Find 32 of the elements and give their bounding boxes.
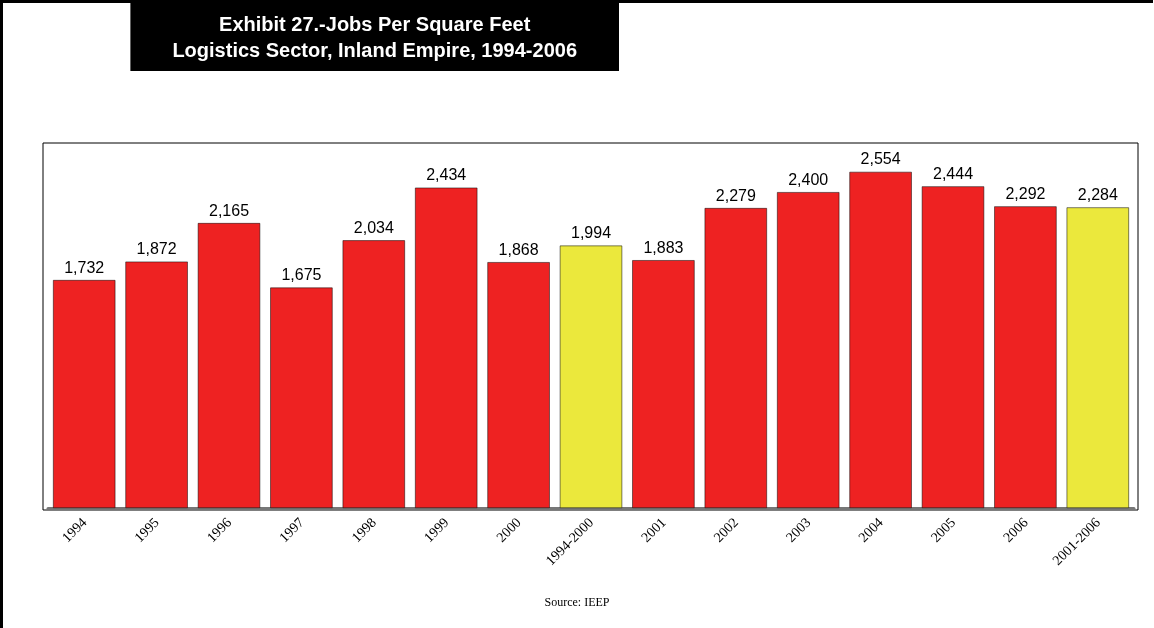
bar	[849, 171, 912, 508]
bar	[270, 287, 333, 508]
bar	[632, 260, 695, 508]
bar	[704, 208, 767, 508]
bar	[994, 206, 1057, 508]
data-label: 2,554	[860, 150, 901, 168]
bar	[777, 192, 840, 508]
bar	[53, 280, 116, 508]
data-label: 1,868	[498, 240, 539, 258]
data-label: 2,034	[353, 218, 394, 236]
bar	[559, 245, 623, 508]
data-label: 1,872	[136, 240, 177, 258]
bar	[1066, 207, 1129, 508]
bar	[342, 240, 405, 508]
bar	[197, 223, 261, 508]
data-label: 2,434	[426, 166, 467, 184]
bar	[487, 262, 550, 508]
bar	[125, 261, 188, 508]
data-label: 2,400	[788, 170, 829, 188]
data-label: 2,292	[1005, 184, 1046, 202]
data-label: 2,284	[1077, 185, 1118, 203]
bar	[921, 186, 985, 508]
data-label: 1,675	[281, 266, 322, 284]
source-note: Source: IEEP	[544, 595, 610, 609]
bar	[415, 187, 478, 508]
data-label: 1,732	[64, 258, 105, 276]
data-label: 1,994	[570, 224, 612, 242]
data-label: 1,883	[643, 238, 684, 256]
data-label: 2,279	[715, 186, 756, 204]
data-label: 2,444	[932, 164, 974, 182]
chart-title: Exhibit 27.-Jobs Per Square Feet Logistics Sector, Inland Empire, 1994-2006	[172, 13, 577, 61]
data-label: 2,165	[208, 201, 250, 219]
